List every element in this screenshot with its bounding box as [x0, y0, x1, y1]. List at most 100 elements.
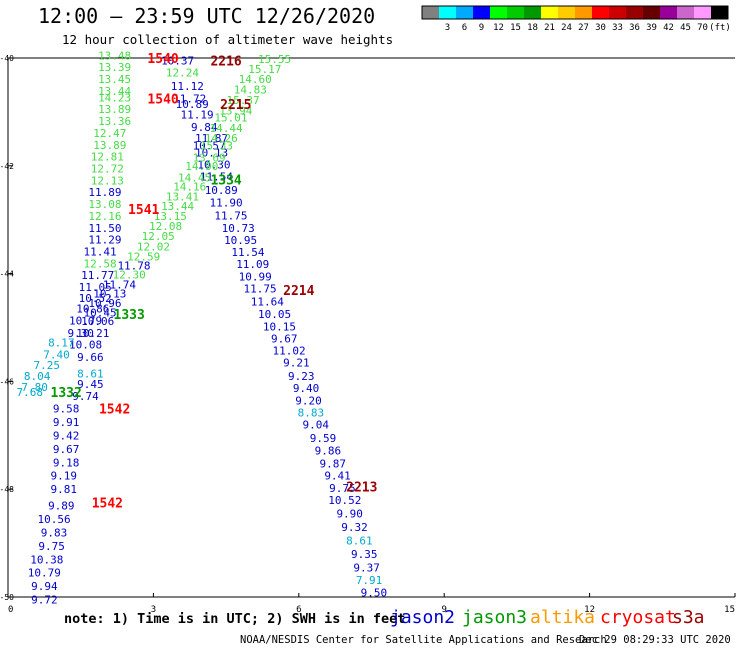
colorbar-label: 15 [510, 23, 521, 33]
swh-point-label: 11.89 [88, 186, 121, 199]
swh-point-label: 13.44 [161, 200, 194, 213]
swh-point-label: 8.83 [298, 407, 325, 420]
swh-point-label: 10.89 [176, 98, 209, 111]
x-tick-label: 12 [584, 605, 595, 615]
swh-point-label: 10.38 [30, 553, 63, 566]
swh-point-label: 10.86 [76, 303, 109, 316]
colorbar-label: 18 [527, 23, 538, 33]
swh-point-label: 11.54 [200, 171, 233, 184]
swh-point-label: 12.13 [91, 174, 124, 187]
swh-point-label: 9.37 [353, 561, 380, 574]
swh-point-label: 11.41 [84, 246, 117, 259]
swh-point-label: 12.81 [91, 151, 124, 164]
colorbar-swatch [473, 6, 490, 19]
colorbar-label: 45 [680, 23, 691, 33]
colorbar-label: 33 [612, 23, 623, 33]
chart-subtitle: 12 hour collection of altimeter wave hei… [62, 32, 394, 47]
swh-point-label: 10.96 [88, 297, 121, 310]
swh-point-label: 11.77 [81, 269, 114, 282]
swh-point-label: 8.61 [77, 367, 104, 380]
colorbar-label: 42 [663, 23, 674, 33]
swh-point-label: 9.40 [293, 382, 320, 395]
colorbar-label: 70 [697, 23, 708, 33]
swh-point-label: 10.79 [28, 567, 61, 580]
swh-point-label: 10.57 [193, 139, 226, 152]
swh-point-label: 15.55 [258, 53, 291, 66]
swh-point-label: 9.91 [53, 416, 80, 429]
colorbar-swatch [422, 6, 439, 19]
swh-point-label: 11.74 [103, 278, 136, 291]
footer-note: note: 1) Time is in UTC; 2) SWH is in fe… [64, 611, 406, 627]
swh-point-label: 11.05 [79, 281, 112, 294]
swh-point-label: 9.72 [31, 594, 58, 607]
swh-point-label: 9.19 [50, 470, 77, 483]
swh-point-label: 15.17 [248, 63, 281, 76]
swh-point-label: 9.41 [324, 470, 351, 483]
swh-point-label: 9.94 [31, 580, 58, 593]
colorbar-label: 9 [479, 23, 484, 33]
swh-point-label: 11.90 [210, 196, 243, 209]
swh-point-label: 10.52 [79, 292, 112, 305]
swh-point-label: 9.75 [329, 482, 356, 495]
colorbar-label: 39 [646, 23, 657, 33]
swh-point-label: 10.30 [197, 159, 230, 172]
swh-point-label: 10.56 [37, 513, 70, 526]
x-tick-label: 6 [296, 605, 301, 615]
swh-point-label: 13.41 [166, 191, 199, 204]
track-time-label: 1332 [51, 386, 82, 401]
satellite-label-cryosat: cryosat [600, 607, 676, 628]
x-tick-label: 15 [724, 605, 735, 615]
plot-frame [7, 57, 735, 598]
swh-point-label: 10.06 [81, 315, 114, 328]
swh-point-label: 15.01 [214, 111, 247, 124]
credit-line: NOAA/NESDIS Center for Satellite Applica… [240, 634, 607, 646]
track-time-label: 2216 [210, 55, 241, 70]
colorbar-swatch [558, 6, 575, 19]
swh-point-label: 10.45 [84, 306, 117, 319]
swh-point-label: 13.08 [88, 198, 121, 211]
swh-point-label: 10.99 [239, 270, 272, 283]
swh-point-label: 9.66 [77, 351, 104, 364]
swh-point-label: 11.29 [88, 234, 121, 247]
swh-point-label: 9.84 [191, 121, 218, 134]
colorbar-swatch [507, 6, 524, 19]
swh-point-label: 14.23 [98, 91, 131, 104]
swh-point-label: 10.08 [69, 339, 102, 352]
swh-point-label: 7.80 [21, 381, 48, 394]
swh-point-label: 8.17 [48, 337, 75, 350]
swh-point-label: 11.50 [88, 222, 121, 235]
swh-point-label: 11.12 [171, 80, 204, 93]
colorbar-label: 30 [595, 23, 606, 33]
colorbar-outline [421, 5, 729, 20]
colorbar-swatch [575, 6, 592, 19]
chart-title: 12:00 – 23:59 UTC 12/26/2020 [38, 4, 376, 28]
swh-point-label: 12.58 [84, 257, 117, 270]
colorbar-label: 6 [462, 23, 467, 33]
swh-point-label: 10.79 [69, 314, 102, 327]
swh-point-label: 12.02 [137, 241, 170, 254]
track-time-label: 1542 [92, 497, 123, 512]
y-tick-label: -42 [0, 162, 14, 171]
swh-point-label: 9.32 [341, 521, 368, 534]
swh-point-label: 11.87 [195, 132, 228, 145]
swh-point-label: 9.18 [53, 456, 80, 469]
swh-point-label: 9.59 [310, 432, 337, 445]
swh-point-label: 14.83 [234, 83, 267, 96]
swh-point-label: 14.45 [178, 172, 211, 185]
track-time-label: 1541 [128, 203, 159, 218]
y-tick-label: -44 [0, 270, 14, 279]
swh-point-label: 9.50 [361, 587, 388, 600]
swh-point-label: 7.25 [34, 359, 61, 372]
swh-point-label: 13.36 [98, 115, 131, 128]
colorbar-label: 36 [629, 23, 640, 33]
colorbar-label: 27 [578, 23, 589, 33]
track-time-label: 1540 [147, 52, 178, 67]
swh-point-label: 8.04 [24, 370, 51, 383]
generated-timestamp: Dec 29 08:29:33 UTC 2020 [579, 634, 731, 646]
swh-point-label: 11.75 [214, 209, 247, 222]
swh-point-label: 13.89 [93, 139, 126, 152]
track-time-label: 1542 [99, 402, 130, 417]
colorbar-swatch [643, 6, 660, 19]
